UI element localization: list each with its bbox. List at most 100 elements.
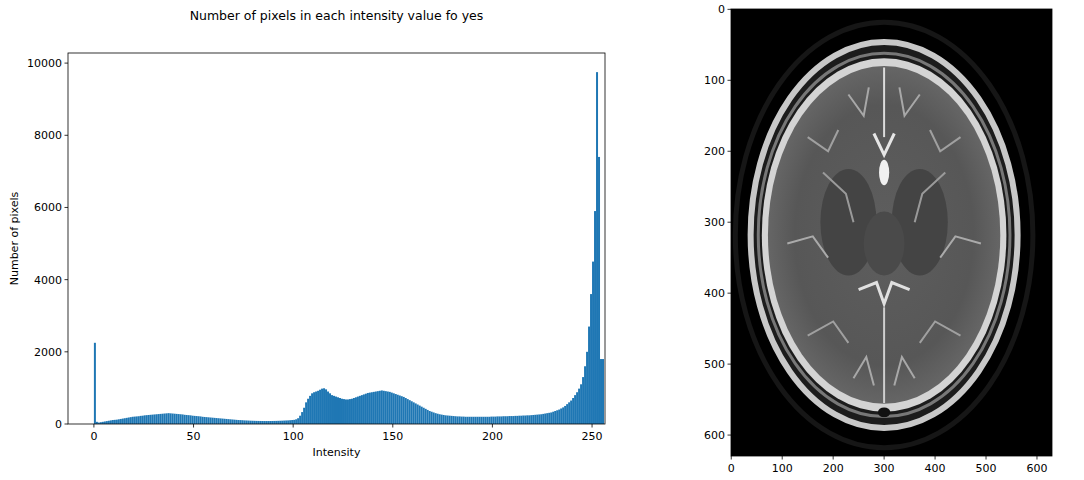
bar bbox=[221, 419, 223, 424]
bar bbox=[389, 392, 391, 424]
bar bbox=[253, 421, 255, 424]
bar bbox=[476, 417, 478, 424]
bar bbox=[393, 393, 395, 424]
bar bbox=[343, 399, 345, 424]
bar bbox=[215, 418, 217, 424]
bar bbox=[227, 419, 229, 424]
x-tick-label: 250 bbox=[582, 430, 603, 443]
scalp bbox=[751, 42, 1018, 428]
bar bbox=[205, 417, 207, 424]
bar bbox=[500, 416, 502, 424]
y-tick bbox=[65, 207, 69, 208]
bar bbox=[365, 394, 367, 424]
bar bbox=[180, 414, 182, 424]
bar bbox=[241, 420, 243, 424]
bar bbox=[421, 407, 423, 424]
bar bbox=[572, 398, 574, 424]
bar bbox=[287, 420, 289, 424]
bar bbox=[192, 416, 194, 424]
bar bbox=[415, 403, 417, 424]
bar bbox=[305, 402, 307, 424]
bar bbox=[263, 421, 265, 424]
bar bbox=[590, 294, 592, 424]
bar bbox=[490, 417, 492, 424]
x-tick-label: 200 bbox=[482, 430, 503, 443]
bar bbox=[297, 418, 299, 424]
x-tick bbox=[935, 456, 936, 460]
bar bbox=[138, 416, 140, 424]
bar bbox=[484, 417, 486, 424]
y-tick-label: 2000 bbox=[34, 346, 62, 359]
bar bbox=[146, 415, 148, 424]
bar bbox=[546, 413, 548, 424]
bar bbox=[295, 419, 297, 424]
bar bbox=[478, 417, 480, 424]
y-tick-label: 4000 bbox=[34, 274, 62, 287]
bar bbox=[267, 421, 269, 424]
bar bbox=[397, 395, 399, 424]
bar bbox=[349, 399, 351, 424]
bar bbox=[381, 390, 383, 424]
sulcus bbox=[920, 322, 961, 343]
bar bbox=[347, 399, 349, 424]
bar bbox=[136, 416, 138, 424]
y-tick-label: 600 bbox=[704, 429, 725, 442]
bar bbox=[327, 392, 329, 424]
bar bbox=[269, 421, 271, 424]
y-tick bbox=[728, 9, 732, 10]
bar bbox=[534, 415, 536, 424]
x-tick-label: 200 bbox=[823, 462, 844, 475]
x-tick bbox=[592, 424, 593, 428]
bar bbox=[142, 416, 144, 424]
x-tick bbox=[731, 456, 732, 460]
sulcus bbox=[808, 130, 839, 151]
bar bbox=[506, 416, 508, 424]
bar bbox=[301, 412, 303, 424]
bar bbox=[524, 416, 526, 424]
bar bbox=[472, 417, 474, 424]
sulcus bbox=[915, 173, 946, 223]
x-tick-label: 100 bbox=[283, 430, 304, 443]
sulcus bbox=[823, 173, 854, 223]
bar bbox=[154, 414, 156, 424]
y-tick-label: 400 bbox=[704, 287, 725, 300]
y-tick-label: 500 bbox=[704, 358, 725, 371]
bar bbox=[520, 416, 522, 424]
bar bbox=[367, 393, 369, 424]
sulcus bbox=[854, 357, 874, 385]
bar bbox=[582, 377, 584, 424]
x-tick-label: 150 bbox=[382, 430, 403, 443]
ventricle-front bbox=[874, 134, 894, 155]
y-axis-title: Number of pixels bbox=[8, 191, 21, 285]
bar bbox=[176, 414, 178, 424]
sulcus bbox=[894, 357, 914, 385]
bar bbox=[576, 392, 578, 424]
bar bbox=[219, 418, 221, 424]
x-tick bbox=[1036, 456, 1037, 460]
x-tick bbox=[986, 456, 987, 460]
bar bbox=[94, 343, 96, 424]
sulcus bbox=[930, 130, 961, 151]
x-tick bbox=[193, 424, 194, 428]
ventricle-back bbox=[859, 283, 910, 304]
bar bbox=[552, 412, 554, 424]
bar bbox=[469, 417, 471, 424]
bar bbox=[427, 410, 429, 424]
axes-frame bbox=[68, 53, 605, 424]
bar bbox=[257, 421, 259, 424]
bar bbox=[522, 416, 524, 424]
bar bbox=[433, 412, 435, 424]
bar bbox=[124, 418, 126, 424]
bar bbox=[423, 408, 425, 424]
y-tick-label: 8000 bbox=[34, 129, 62, 142]
midline-back bbox=[883, 307, 885, 403]
y-tick-label: 200 bbox=[704, 145, 725, 158]
bar bbox=[285, 420, 287, 424]
bars bbox=[94, 72, 604, 424]
bar bbox=[114, 420, 116, 424]
bar bbox=[116, 420, 118, 424]
bar bbox=[337, 397, 339, 424]
bar bbox=[453, 416, 455, 424]
bar bbox=[122, 419, 124, 424]
bar bbox=[128, 418, 130, 424]
